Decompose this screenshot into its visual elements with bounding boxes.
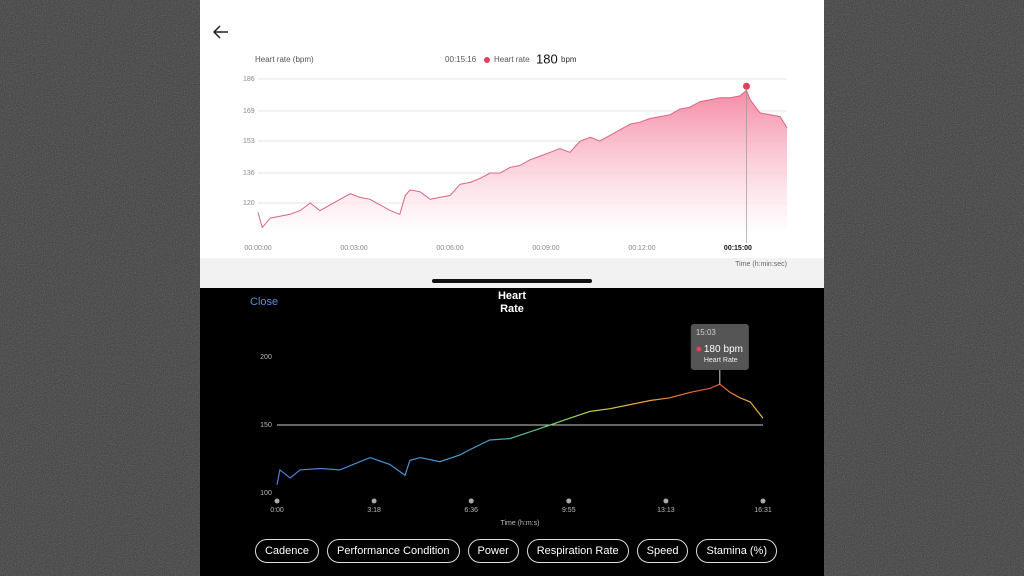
y-tick-label: 120 (243, 200, 255, 207)
y-label: Heart rate (bpm) (255, 55, 314, 64)
metric-button[interactable]: Power (467, 539, 519, 563)
close-button[interactable]: Close (250, 296, 279, 308)
x-tick-label: 6:36 (464, 507, 478, 514)
metric-button[interactable]: Stamina (%) (696, 539, 778, 563)
tooltip-box (690, 324, 749, 370)
y-tick-label: 100 (260, 490, 272, 497)
metric-button[interactable]: Respiration Rate (526, 539, 629, 563)
x-tick-dot (371, 498, 377, 504)
y-tick-label: 150 (260, 422, 272, 429)
x-tick-label: 00:03:00 (340, 245, 367, 252)
line (257, 89, 788, 229)
x-tick-label: 9:55 (562, 507, 576, 514)
x-tick-label: 00:12:00 (628, 245, 655, 252)
metric-button[interactable]: Cadence (254, 539, 320, 563)
top-chart: Heart rate (bpm) 00:15:16 Heart rate 180… (243, 51, 788, 268)
line (276, 383, 764, 485)
x-tick-label: 00:00:00 (244, 245, 271, 252)
x-tick-dot (566, 498, 572, 504)
y-tick-label: 169 (243, 108, 255, 115)
value: 180 (704, 344, 721, 355)
x-tick-dot (760, 498, 766, 504)
tooltip-label: Heart Rate (704, 357, 738, 364)
y-tick-label: 153 (243, 138, 255, 145)
x-tick-dot (468, 498, 474, 504)
tooltip-time: 15:03 (696, 328, 717, 337)
x-tick-label: 00:09:00 (532, 245, 559, 252)
chart-title: Heart Rate (497, 290, 527, 315)
highlight-value: 180 (536, 51, 558, 66)
area (258, 90, 787, 235)
x-tick-dot (274, 498, 280, 504)
home-indicator (432, 279, 592, 283)
x-tick-label: 00:15:00 (724, 245, 752, 252)
bottom-chart: Time (h:m:s) 100 150 200 0:00 3:18 6:36 9:55 13… (260, 324, 772, 527)
x-tick-dot (663, 498, 669, 504)
x-label: Time (h:m:s) (500, 520, 539, 527)
y-tick-label: 186 (243, 76, 255, 83)
x-tick-label: 0:00 (270, 507, 284, 514)
y-tick-label: 136 (243, 170, 255, 177)
highlight-point (742, 82, 750, 90)
unit: bpm (724, 344, 743, 355)
metric-button[interactable]: Performance Condition (327, 539, 460, 563)
y-tick-label: 200 (260, 354, 272, 361)
legend-dot (484, 57, 490, 63)
metric-buttons: Cadence Performance Condition Power Respira… (200, 539, 832, 563)
tooltip-value: 180 bpm (704, 344, 743, 355)
highlight-time: 00:15:16 (445, 55, 477, 64)
metric-button[interactable]: Speed (636, 539, 689, 563)
tooltip-dot (696, 346, 702, 352)
x-tick-label: 00:06:00 (436, 245, 463, 252)
highlight-unit: bpm (561, 55, 577, 64)
x-label: Time (h:min:sec) (735, 261, 787, 268)
x-tick-label: 16:31 (754, 507, 772, 514)
x-tick-label: 13:13 (657, 507, 675, 514)
back-arrow[interactable] (212, 25, 228, 39)
top-footer (200, 258, 824, 288)
highlight-name: Heart rate (494, 55, 530, 64)
x-tick-label: 3:18 (367, 507, 381, 514)
